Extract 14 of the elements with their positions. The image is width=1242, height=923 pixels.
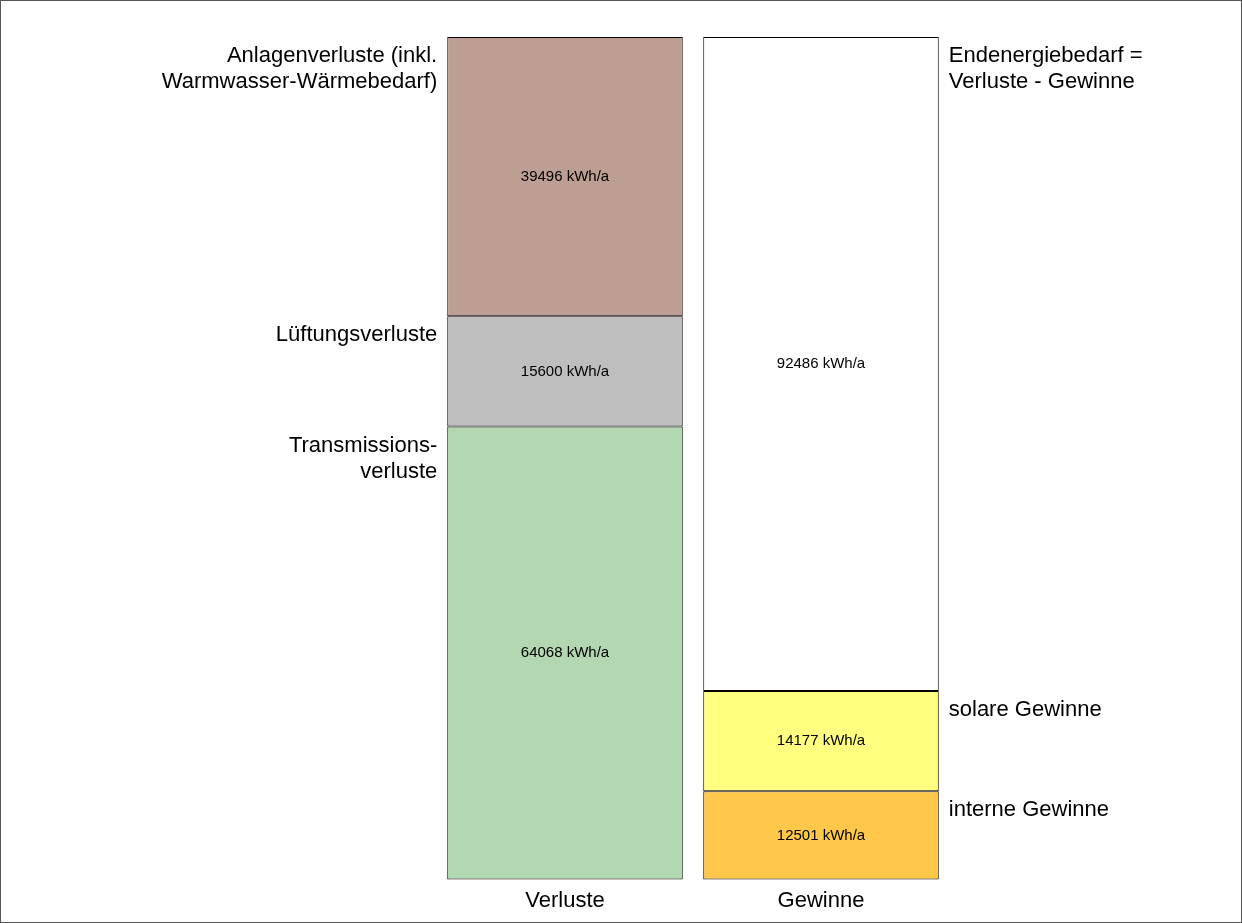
data-label: 64068 kWh/a [520, 643, 610, 661]
data-label: 92486 kWh/a [776, 354, 866, 372]
data-label: 14177 kWh/a [776, 731, 866, 749]
series-label: Endenergiebedarf = Verluste - Gewinne [948, 42, 1143, 94]
series-label: Transmissions- verluste [288, 431, 438, 483]
data-label: 39496 kWh/a [520, 166, 610, 184]
data-label: 15600 kWh/a [520, 361, 610, 379]
series-label: interne Gewinne [948, 796, 1109, 822]
series-label: Anlagenverluste (inkl. Warmwasser-Wärmebedarf) [161, 42, 438, 94]
series-label: Lüftungsverluste [275, 321, 438, 347]
x-tick-label: Gewinne [777, 886, 865, 912]
x-tick-label: Verluste [525, 886, 605, 912]
data-label: 12501 kWh/a [776, 825, 866, 843]
series-label: solare Gewinne [948, 696, 1102, 722]
